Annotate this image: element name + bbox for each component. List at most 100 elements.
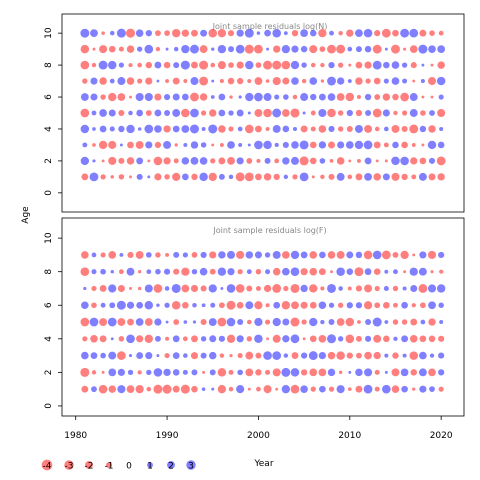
residual-bubble-positive: [155, 268, 161, 275]
residual-bubble-negative: [318, 268, 326, 276]
residual-bubble-positive: [109, 78, 115, 84]
residual-bubble-negative: [237, 77, 244, 85]
residual-bubble-negative: [391, 124, 400, 133]
residual-bubble-positive: [419, 125, 427, 133]
residual-bubble-positive: [117, 368, 125, 376]
y-tick-label: 6: [44, 302, 54, 308]
residual-bubble-positive: [319, 385, 326, 393]
residual-bubble-negative: [410, 369, 417, 376]
residual-bubble-positive: [245, 301, 254, 310]
residual-bubble-positive: [364, 368, 373, 377]
residual-bubble-negative: [228, 369, 234, 375]
residual-bubble-negative: [392, 285, 399, 292]
residual-bubble-negative: [373, 141, 381, 149]
y-tick-label: 10: [44, 27, 54, 39]
residual-bubble-positive: [163, 368, 171, 377]
y-tick-label: 0: [44, 403, 54, 409]
residual-bubble-negative: [301, 78, 307, 84]
residual-bubble-positive: [327, 368, 336, 377]
residual-bubble-positive: [429, 386, 435, 393]
residual-bubble-negative: [381, 250, 391, 260]
residual-bubble-positive: [363, 140, 373, 150]
residual-bubble-positive: [135, 318, 144, 326]
residual-bubble-positive: [208, 318, 217, 326]
residual-bubble-positive: [290, 60, 300, 70]
residual-bubble-positive: [127, 369, 134, 376]
residual-bubble-negative: [171, 300, 181, 310]
residual-bubble-negative: [217, 61, 226, 70]
residual-bubble-positive: [319, 251, 326, 259]
residual-bubble-positive: [172, 93, 180, 101]
residual-bubble-positive: [99, 109, 107, 117]
residual-bubble-positive: [236, 335, 244, 343]
residual-bubble-positive: [364, 172, 372, 181]
residual-bubble-positive: [173, 251, 180, 258]
residual-bubble-positive: [363, 384, 373, 394]
residual-bubble-positive: [382, 173, 390, 181]
residual-bubble-positive: [384, 370, 388, 374]
residual-bubble-positive: [283, 94, 289, 100]
residual-bubble-positive: [272, 108, 282, 118]
residual-bubble-positive: [128, 110, 133, 116]
residual-bubble-negative: [263, 173, 272, 181]
residual-bubble-positive: [310, 93, 317, 101]
residual-bubble-negative: [374, 30, 381, 37]
residual-bubble-positive: [99, 125, 107, 133]
residual-bubble-positive: [254, 92, 263, 102]
residual-bubble-negative: [363, 250, 373, 260]
residual-bubble-positive: [291, 141, 299, 149]
residual-bubble-negative: [163, 125, 171, 133]
residual-bubble-negative: [309, 141, 317, 149]
residual-bubble-positive: [200, 336, 207, 342]
residual-bubble-positive: [183, 353, 188, 358]
residual-bubble-positive: [337, 141, 345, 149]
residual-bubble-negative: [164, 353, 170, 359]
residual-bubble-positive: [100, 302, 106, 308]
residual-bubble-negative: [309, 301, 317, 309]
residual-bubble-positive: [209, 351, 217, 360]
residual-bubble-positive: [164, 110, 171, 116]
residual-bubble-negative: [190, 92, 199, 102]
residual-bubble-positive: [428, 301, 436, 310]
residual-bubble-positive: [110, 337, 114, 341]
residual-bubble-positive: [409, 109, 418, 117]
residual-bubble-negative: [254, 77, 263, 86]
residual-bubble-negative: [428, 318, 436, 326]
residual-bubble-negative: [146, 386, 152, 392]
residual-bubble-positive: [228, 46, 234, 53]
residual-bubble-negative: [126, 157, 135, 165]
residual-bubble-negative: [338, 30, 343, 36]
residual-bubble-negative: [364, 284, 373, 293]
residual-bubble-negative: [374, 369, 380, 375]
residual-bubble-positive: [118, 62, 124, 68]
residual-bubble-positive: [136, 109, 143, 117]
residual-bubble-negative: [181, 108, 190, 118]
residual-bubble-positive: [154, 61, 162, 69]
residual-bubble-negative: [108, 140, 117, 149]
residual-bubble-positive: [346, 251, 354, 259]
y-tick-label: 8: [44, 62, 54, 68]
legend-bubble: [64, 460, 74, 470]
residual-bubble-negative: [275, 387, 279, 391]
residual-bubble-negative: [263, 284, 272, 293]
residual-bubble-negative: [348, 63, 352, 67]
residual-bubble-negative: [99, 335, 107, 343]
residual-bubble-positive: [181, 125, 190, 133]
residual-bubble-negative: [172, 77, 180, 85]
residual-bubble-negative: [155, 46, 161, 52]
residual-bubble-negative: [418, 284, 428, 293]
residual-bubble-negative: [290, 108, 300, 118]
residual-bubble-negative: [319, 46, 326, 52]
residual-bubble-negative: [118, 336, 125, 342]
residual-bubble-negative: [318, 334, 327, 343]
residual-bubble-positive: [328, 319, 335, 326]
residual-bubble-positive: [156, 354, 160, 358]
residual-bubble-negative: [153, 384, 163, 394]
legend-bubble: [186, 460, 196, 470]
residual-bubble-positive: [384, 353, 389, 358]
residual-bubble-positive: [236, 385, 245, 394]
residual-bubble-positive: [145, 141, 153, 149]
residual-bubble-negative: [420, 302, 426, 309]
residual-bubble-negative: [137, 62, 142, 68]
residual-bubble-negative: [438, 30, 444, 36]
